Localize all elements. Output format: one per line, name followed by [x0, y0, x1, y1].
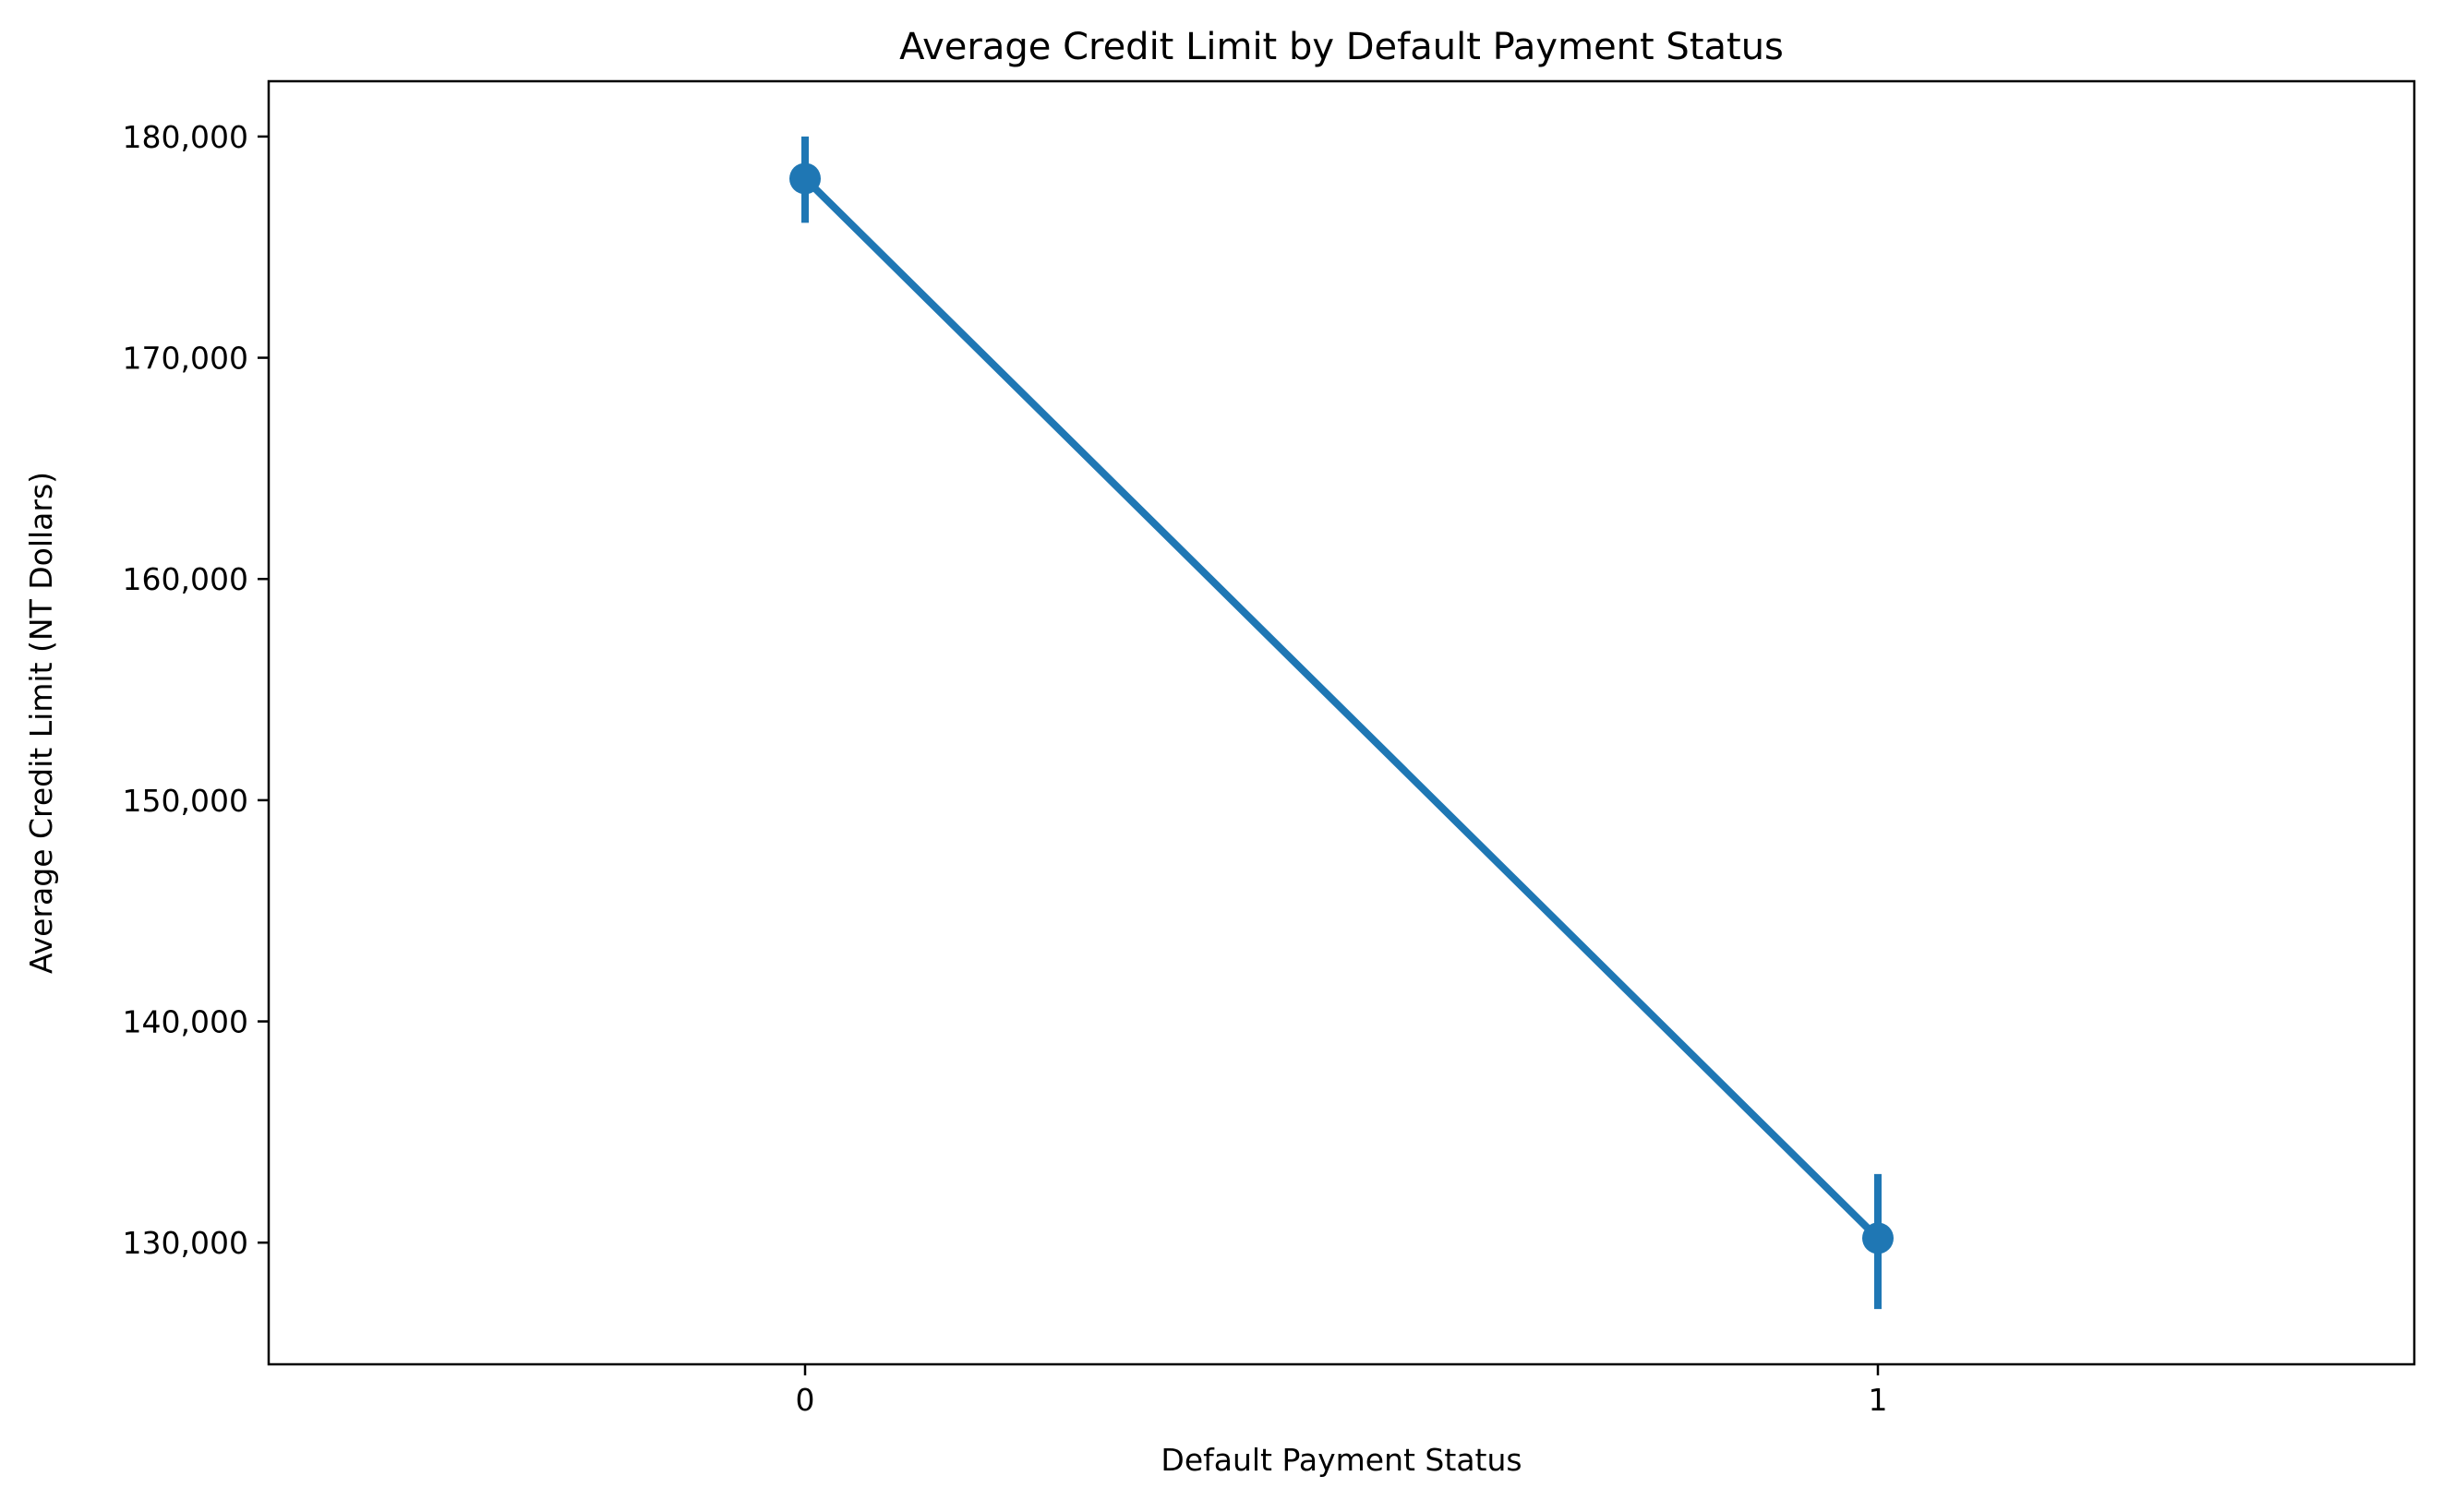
chart-title: Average Credit Limit by Default Payment … [899, 26, 1784, 68]
data-point [1862, 1222, 1894, 1254]
x-tick-label: 1 [1869, 1382, 1888, 1418]
y-axis-ticks: 130,000 140,000 150,000 160,000 170,000 180,0… [123, 119, 269, 1261]
y-tick-label: 140,000 [123, 1004, 248, 1040]
data-point [789, 162, 821, 195]
plot-frame [267, 79, 2416, 1366]
y-axis-label: Average Credit Limit (NT Dollars) [23, 472, 59, 974]
series-group [789, 136, 1894, 1310]
y-tick-label: 130,000 [123, 1225, 248, 1261]
y-tick-label: 170,000 [123, 341, 248, 377]
y-tick-label: 180,000 [123, 119, 248, 155]
y-tick-label: 160,000 [123, 561, 248, 597]
y-tick-label: 150,000 [123, 783, 248, 819]
x-axis-label: Default Payment Status [1161, 1442, 1522, 1478]
x-tick-label: 0 [796, 1382, 815, 1418]
series-line [801, 174, 1882, 1242]
